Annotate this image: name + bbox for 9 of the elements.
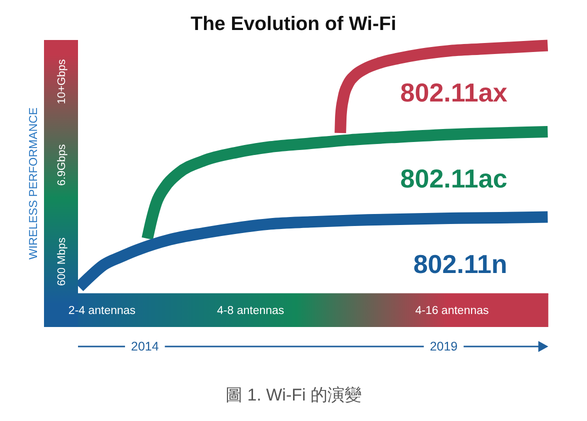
annotation: 4-8 antennas [217,305,284,317]
annotation: 600 Mbps [56,238,68,286]
annotation: 2-4 antennas [68,305,136,317]
annotation: 10+Gbps [56,59,68,104]
title: The Evolution of Wi-Fi [190,13,396,35]
annotation: 4-16 antennas [415,305,489,317]
annotation: 圖 1. Wi-Fi 的演變 [226,386,362,404]
y-label: WIRELESS PERFORMANCE [28,107,40,260]
annotation: 6.9Gbps [56,144,68,186]
